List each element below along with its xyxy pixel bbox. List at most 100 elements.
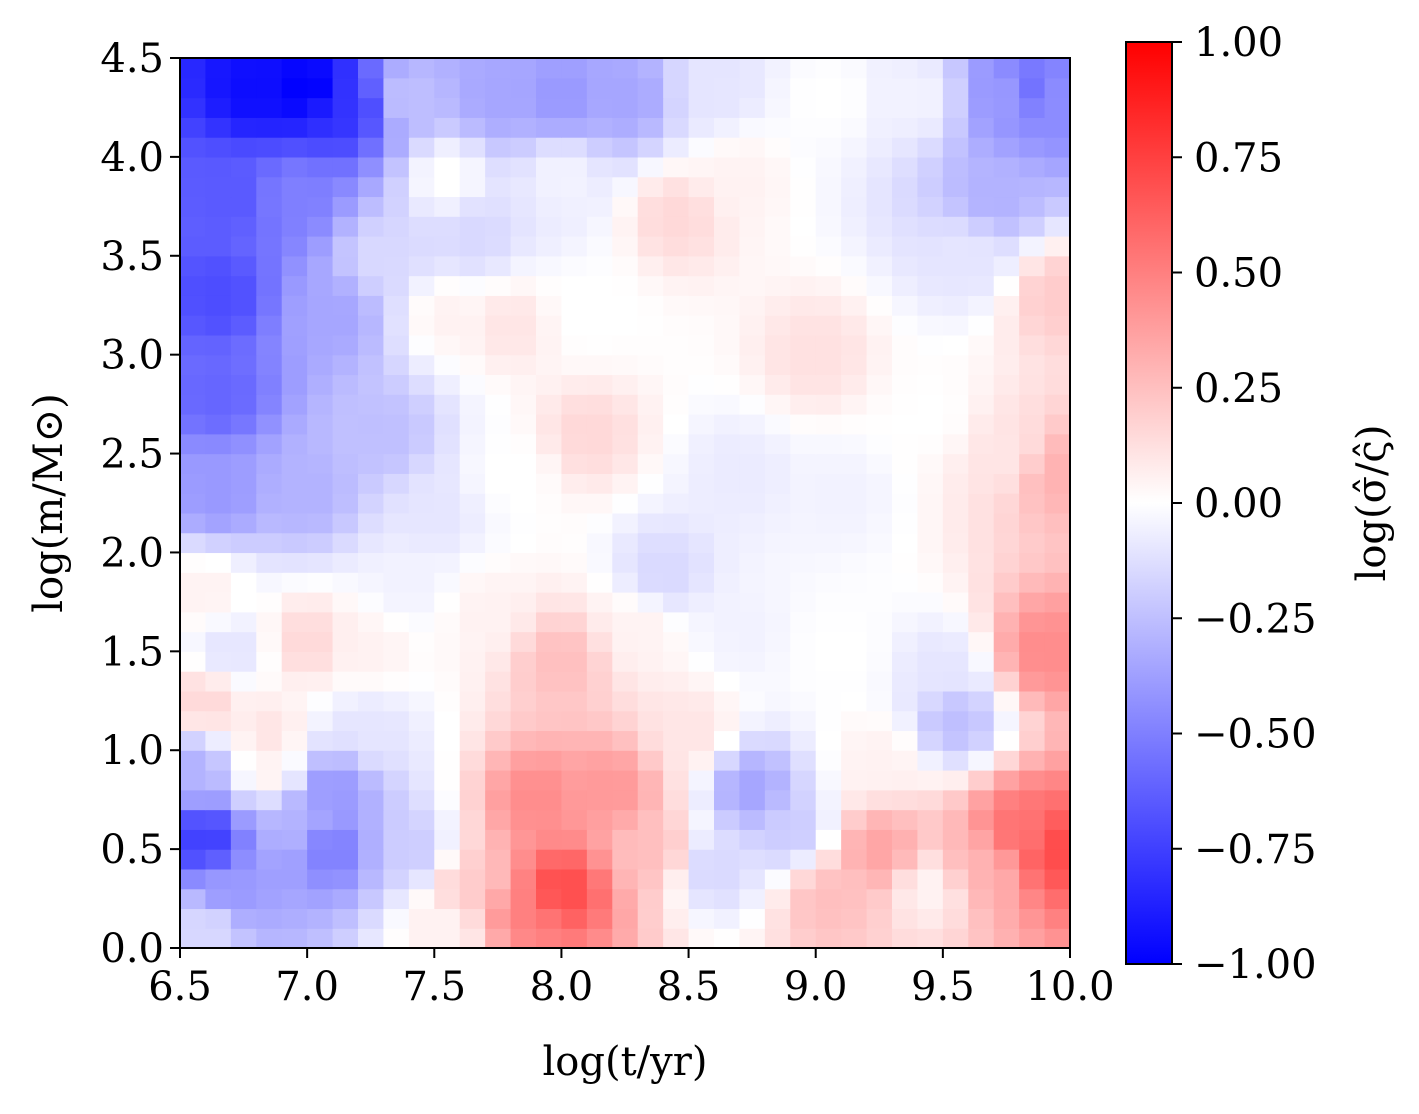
heatmap-cell (637, 97, 664, 118)
heatmap-cell (307, 137, 334, 158)
heatmap-cell (358, 868, 385, 890)
heatmap-cell (434, 453, 461, 474)
heatmap-cell (866, 829, 893, 850)
heatmap-cell (612, 414, 639, 435)
heatmap-cell (281, 908, 308, 929)
heatmap-cell (663, 908, 690, 929)
heatmap-cell (917, 315, 944, 336)
heatmap-cell (434, 295, 461, 316)
heatmap-cell (714, 888, 741, 910)
heatmap-cell (968, 414, 995, 435)
heatmap-cell (942, 750, 969, 771)
heatmap-cell (485, 275, 512, 296)
heatmap-cell (536, 651, 563, 672)
heatmap-cell (815, 928, 842, 949)
heatmap-cell (993, 97, 1020, 118)
heatmap-cell (205, 255, 232, 277)
heatmap-cell (1044, 433, 1071, 455)
heatmap-cell (180, 611, 207, 633)
heatmap-cell (536, 236, 563, 257)
heatmap-cell (307, 928, 334, 949)
heatmap-cell (205, 374, 232, 395)
heatmap-cell (256, 809, 283, 830)
heatmap-cell (510, 255, 537, 277)
heatmap-cell (536, 789, 563, 811)
heatmap-cell (663, 97, 690, 118)
heatmap-cell (942, 156, 969, 178)
heatmap-cell (383, 493, 410, 514)
heatmap-cell (764, 789, 791, 811)
heatmap-cell (536, 97, 563, 118)
heatmap-cell (510, 117, 537, 138)
heatmap-cell (408, 611, 435, 633)
heatmap-cell (536, 255, 563, 277)
heatmap-cell (281, 255, 308, 277)
heatmap-cell (612, 77, 639, 99)
heatmap-cell (536, 473, 563, 494)
heatmap-cell (332, 690, 359, 712)
heatmap-cell (383, 394, 410, 415)
heatmap-cell (993, 572, 1020, 593)
heatmap-cell (510, 394, 537, 415)
heatmap-cell (866, 532, 893, 554)
heatmap-cell (866, 730, 893, 751)
heatmap-cell (942, 216, 969, 237)
heatmap-cell (358, 888, 385, 910)
heatmap-cell (510, 888, 537, 910)
heatmap-cell (536, 493, 563, 514)
heatmap-cell (993, 433, 1020, 455)
heatmap-cell (586, 690, 613, 712)
heatmap-cell (536, 592, 563, 613)
heatmap-cell (180, 137, 207, 158)
heatmap-cell (205, 809, 232, 830)
heatmap-cell (459, 671, 486, 692)
heatmap-cell (256, 196, 283, 217)
heatmap-cell (612, 137, 639, 158)
heatmap-cell (230, 315, 257, 336)
heatmap-cell (586, 552, 613, 573)
heatmap-cell (307, 651, 334, 672)
heatmap-cell (561, 453, 588, 474)
heatmap-cell (434, 750, 461, 771)
heatmap-cell (866, 216, 893, 237)
heatmap-cell (612, 255, 639, 277)
heatmap-cell (205, 789, 232, 811)
heatmap-cell (1019, 710, 1046, 732)
heatmap-cell (815, 315, 842, 336)
heatmap-cell (892, 908, 919, 929)
heatmap-cell (993, 690, 1020, 712)
heatmap-cell (281, 77, 308, 99)
heatmap-cell (637, 137, 664, 158)
heatmap-cell (383, 750, 410, 771)
heatmap-cell (1044, 255, 1071, 277)
heatmap-cell (739, 255, 766, 277)
heatmap-cell (866, 611, 893, 633)
heatmap-cell (510, 433, 537, 455)
heatmap-cell (764, 829, 791, 850)
heatmap-cell (993, 532, 1020, 554)
heatmap-cell (332, 334, 359, 356)
heatmap-cell (510, 295, 537, 316)
heatmap-cell (586, 196, 613, 217)
heatmap-cell (281, 196, 308, 217)
heatmap-cell (434, 532, 461, 554)
heatmap-cell (180, 394, 207, 415)
heatmap-cell (714, 710, 741, 732)
heatmap-cell (815, 196, 842, 217)
heatmap-cell (917, 473, 944, 494)
heatmap-cell (434, 651, 461, 672)
heatmap-cell (866, 58, 893, 79)
heatmap-cell (993, 868, 1020, 890)
heatmap-cell (586, 770, 613, 791)
heatmap-cell (383, 137, 410, 158)
heatmap-cell (408, 414, 435, 435)
heatmap-cell (485, 829, 512, 850)
heatmap-cell (968, 295, 995, 316)
heatmap-cell (892, 295, 919, 316)
heatmap-cell (739, 888, 766, 910)
heatmap-cell (764, 414, 791, 435)
heatmap-cell (536, 196, 563, 217)
heatmap-cell (612, 97, 639, 118)
heatmap-cell (332, 433, 359, 455)
heatmap-cell (205, 690, 232, 712)
